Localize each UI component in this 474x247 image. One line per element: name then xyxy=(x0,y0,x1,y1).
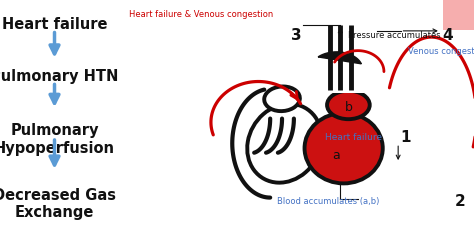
Ellipse shape xyxy=(264,86,300,111)
Text: 1: 1 xyxy=(400,130,410,144)
Text: Heart failure & Venous congestion: Heart failure & Venous congestion xyxy=(129,10,273,19)
Ellipse shape xyxy=(247,104,321,183)
Polygon shape xyxy=(318,52,361,64)
Ellipse shape xyxy=(327,91,370,119)
Text: b: b xyxy=(345,101,352,114)
Text: Pulmonary
Hypoperfusion: Pulmonary Hypoperfusion xyxy=(0,124,115,156)
Ellipse shape xyxy=(304,113,383,183)
Text: 3: 3 xyxy=(291,28,301,43)
Text: Pulmonary HTN: Pulmonary HTN xyxy=(0,69,118,84)
Text: Decreased Gas
Exchange: Decreased Gas Exchange xyxy=(0,188,116,220)
Text: Pressure accumulates: Pressure accumulates xyxy=(348,31,441,40)
Text: 4: 4 xyxy=(443,28,453,43)
FancyBboxPatch shape xyxy=(325,83,372,93)
Text: Heart failure: Heart failure xyxy=(325,133,382,142)
Text: Blood accumulates (a,b): Blood accumulates (a,b) xyxy=(277,197,379,206)
Text: a: a xyxy=(333,149,340,162)
Text: Heart failure: Heart failure xyxy=(2,17,107,32)
Text: Venous congestion: Venous congestion xyxy=(408,47,474,56)
FancyBboxPatch shape xyxy=(443,0,474,30)
Text: 2: 2 xyxy=(455,194,465,209)
